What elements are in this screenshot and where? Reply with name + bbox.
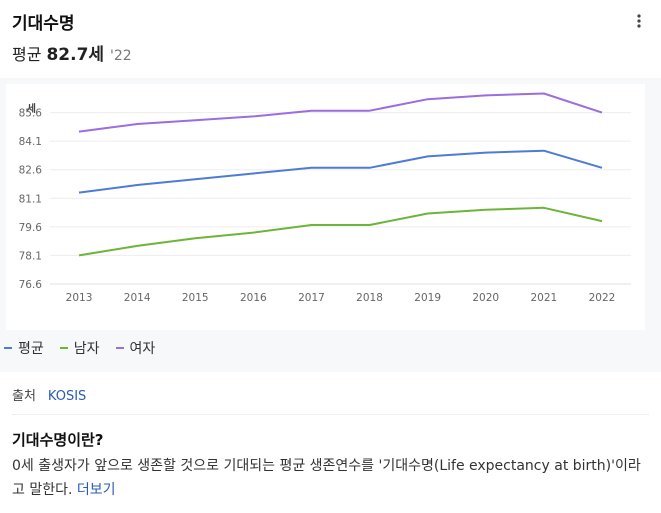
more-vertical-icon <box>637 14 641 28</box>
series-line-남자 <box>78 206 603 257</box>
x-tick-label: 2013 <box>66 292 93 304</box>
legend-label: 여자 <box>129 341 156 357</box>
life-expectancy-chart: 세85.6 84.1 82.6 81.1 79.6 78.1 76.6 2013 2014 201… <box>19 92 631 304</box>
source-panel: 출처 KOSIS 기대수명이란? 0세 출생자가 앞으로 생존할 것으로 기대되는… <box>0 372 661 513</box>
x-tick-label: 2018 <box>356 292 383 304</box>
x-tick-label: 2022 <box>589 292 616 304</box>
summary-line: 평균 82.7세 '22 <box>12 40 132 65</box>
legend-item[interactable]: 여자 <box>115 338 156 358</box>
x-tick-label: 2021 <box>530 292 557 304</box>
legend-item[interactable]: 남자 <box>59 338 100 358</box>
chart-legend: 평균 남자 여자 <box>4 336 171 360</box>
description-body: 0세 출생자가 앞으로 생존할 것으로 기대되는 평균 생존연수를 '기대수명(… <box>12 454 652 502</box>
more-options-button[interactable] <box>631 10 647 32</box>
x-tick-label: 2015 <box>182 292 209 304</box>
summary-value: 82.7세 <box>46 45 105 65</box>
chart-card: 세 85.6 84.1 82.6 81.1 79.6 78.1 76.6 2013 2014 201… <box>6 84 645 330</box>
legend-swatch <box>115 347 124 349</box>
y-tick-label: 82.6 <box>19 165 43 177</box>
chart-panel: 세 85.6 84.1 82.6 81.1 79.6 78.1 76.6 2013 2014 201… <box>0 78 661 372</box>
series-line-평균 <box>78 149 603 194</box>
series-line-여자 <box>78 92 603 133</box>
description-text: 0세 출생자가 앞으로 생존할 것으로 기대되는 평균 생존연수를 '기대수명(… <box>12 458 641 498</box>
y-tick-label: 78.1 <box>19 250 42 262</box>
legend-item[interactable]: 평균 <box>4 338 44 358</box>
legend-label: 남자 <box>73 341 100 357</box>
source-link[interactable]: KOSIS <box>47 389 87 404</box>
y-tick-label: 85.6 <box>19 108 43 120</box>
x-tick-label: 2020 <box>472 292 499 304</box>
y-tick-label: 81.1 <box>19 193 42 205</box>
x-tick-label: 2016 <box>240 292 267 304</box>
x-tick-label: 2014 <box>124 292 151 304</box>
y-tick-label: 76.6 <box>19 279 43 291</box>
card-title: 기대수명 <box>12 14 75 34</box>
y-axis-label: 세 <box>27 102 36 115</box>
divider <box>12 414 649 415</box>
source-label: 출처 <box>12 389 36 404</box>
read-more-link[interactable]: 더보기 <box>76 482 116 498</box>
x-tick-label: 2017 <box>298 292 325 304</box>
x-tick-label: 2019 <box>414 292 441 304</box>
summary-label: 평균 <box>12 45 42 64</box>
legend-swatch <box>4 347 12 349</box>
source-row: 출처 KOSIS <box>12 385 86 404</box>
legend-label: 평균 <box>18 341 44 357</box>
legend-swatch <box>59 347 68 349</box>
summary-year: '22 <box>110 48 132 64</box>
description-title: 기대수명이란? <box>12 431 104 449</box>
y-tick-label: 84.1 <box>19 136 42 148</box>
y-tick-label: 79.6 <box>19 222 43 234</box>
